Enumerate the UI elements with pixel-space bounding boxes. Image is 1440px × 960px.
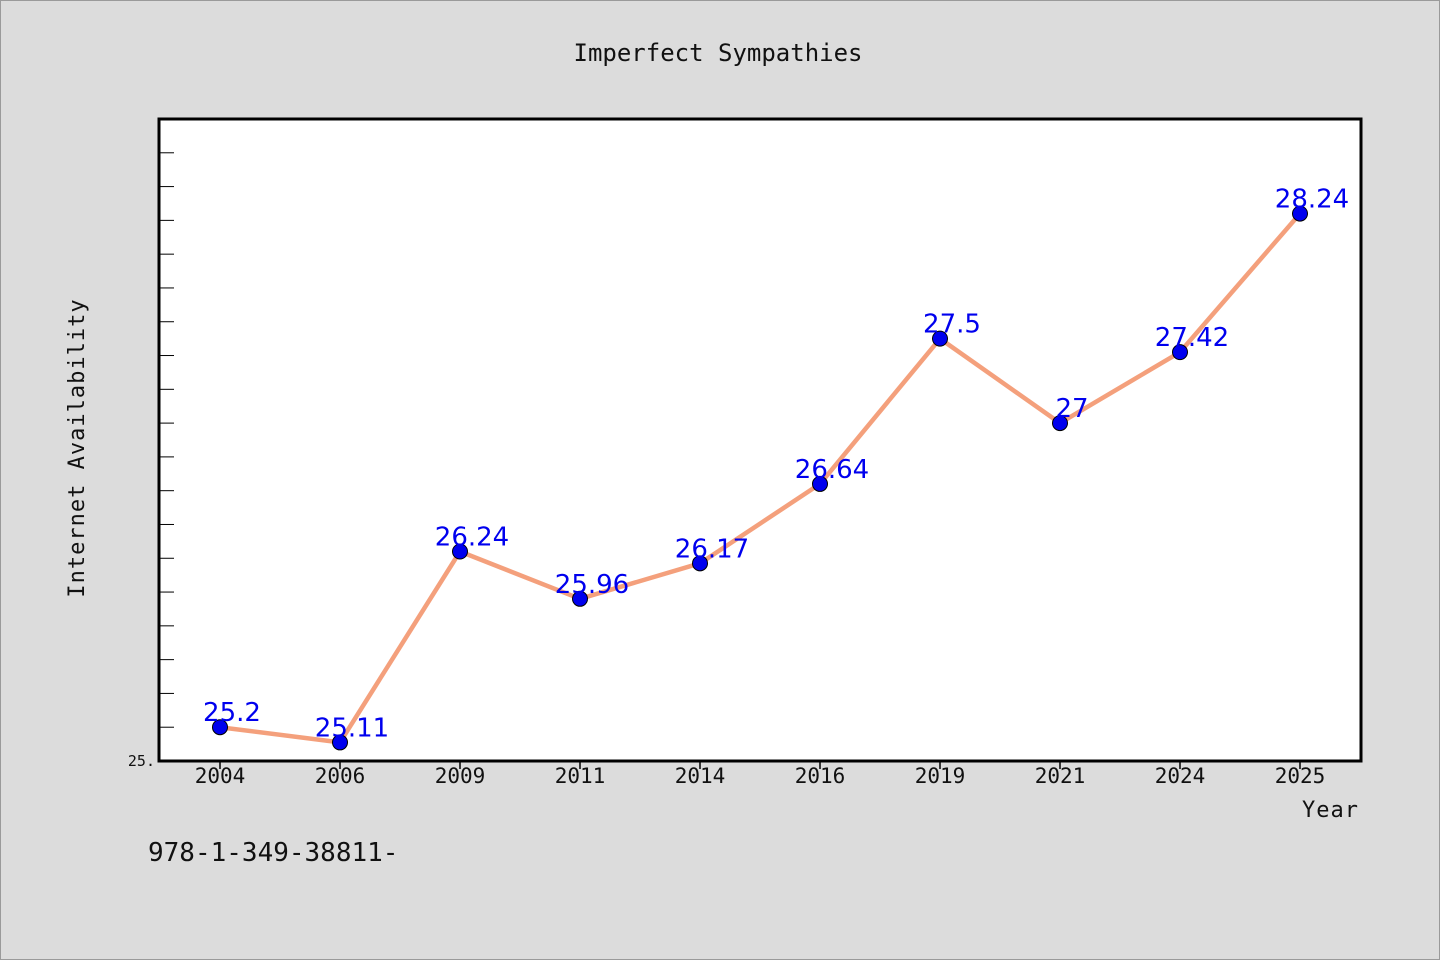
isbn-text: 978-1-349-38811- [148, 838, 398, 868]
data-point [812, 475, 828, 492]
data-point [452, 543, 468, 560]
data-labels: 25.2 25.11 26.24 25.96 26.17 26.64 27.5 27 27.42… [203, 185, 1349, 744]
x-tick-label: 2016 [795, 764, 846, 788]
data-label: 27.42 [1155, 323, 1229, 353]
data-point [332, 734, 348, 751]
data-point [1172, 344, 1188, 361]
x-tick-label: 2011 [555, 764, 606, 788]
data-point [932, 330, 948, 347]
x-axis-label: Year [1302, 798, 1359, 823]
data-label: 25.2 [203, 698, 261, 728]
data-point [1052, 415, 1068, 432]
x-tick-label: 2006 [315, 764, 366, 788]
data-label: 27 [1055, 394, 1088, 424]
data-point [692, 555, 708, 572]
data-point [572, 590, 588, 607]
data-label: 26.24 [435, 523, 509, 553]
x-tick-label: 2004 [195, 764, 246, 788]
x-tick-label: 2024 [1155, 764, 1206, 788]
data-label: 25.96 [555, 570, 629, 600]
series-line [219, 212, 1302, 745]
data-label: 27.5 [923, 310, 981, 340]
chart-title: Imperfect Sympathies [574, 39, 863, 67]
data-label: 26.64 [795, 455, 869, 485]
x-axis-ticks: 2004 2006 2009 2011 2014 2016 2019 2021 2024 2025 [195, 761, 1326, 788]
data-point [212, 719, 228, 736]
y-axis-ticks [159, 152, 174, 762]
x-tick-label: 2025 [1275, 764, 1326, 788]
data-markers [212, 205, 1308, 751]
x-tick-label: 2019 [915, 764, 966, 788]
data-point [1292, 205, 1308, 222]
data-label: 25.11 [315, 713, 389, 743]
y-axis-label: Internet Availability [65, 298, 90, 597]
plot-area [157, 117, 1363, 763]
x-tick-label: 2021 [1035, 764, 1086, 788]
data-label: 26.17 [675, 534, 749, 564]
y-tick-label: 25. [128, 752, 155, 770]
x-tick-label: 2014 [675, 764, 726, 788]
x-tick-label: 2009 [435, 764, 486, 788]
data-label: 28.24 [1275, 185, 1349, 215]
